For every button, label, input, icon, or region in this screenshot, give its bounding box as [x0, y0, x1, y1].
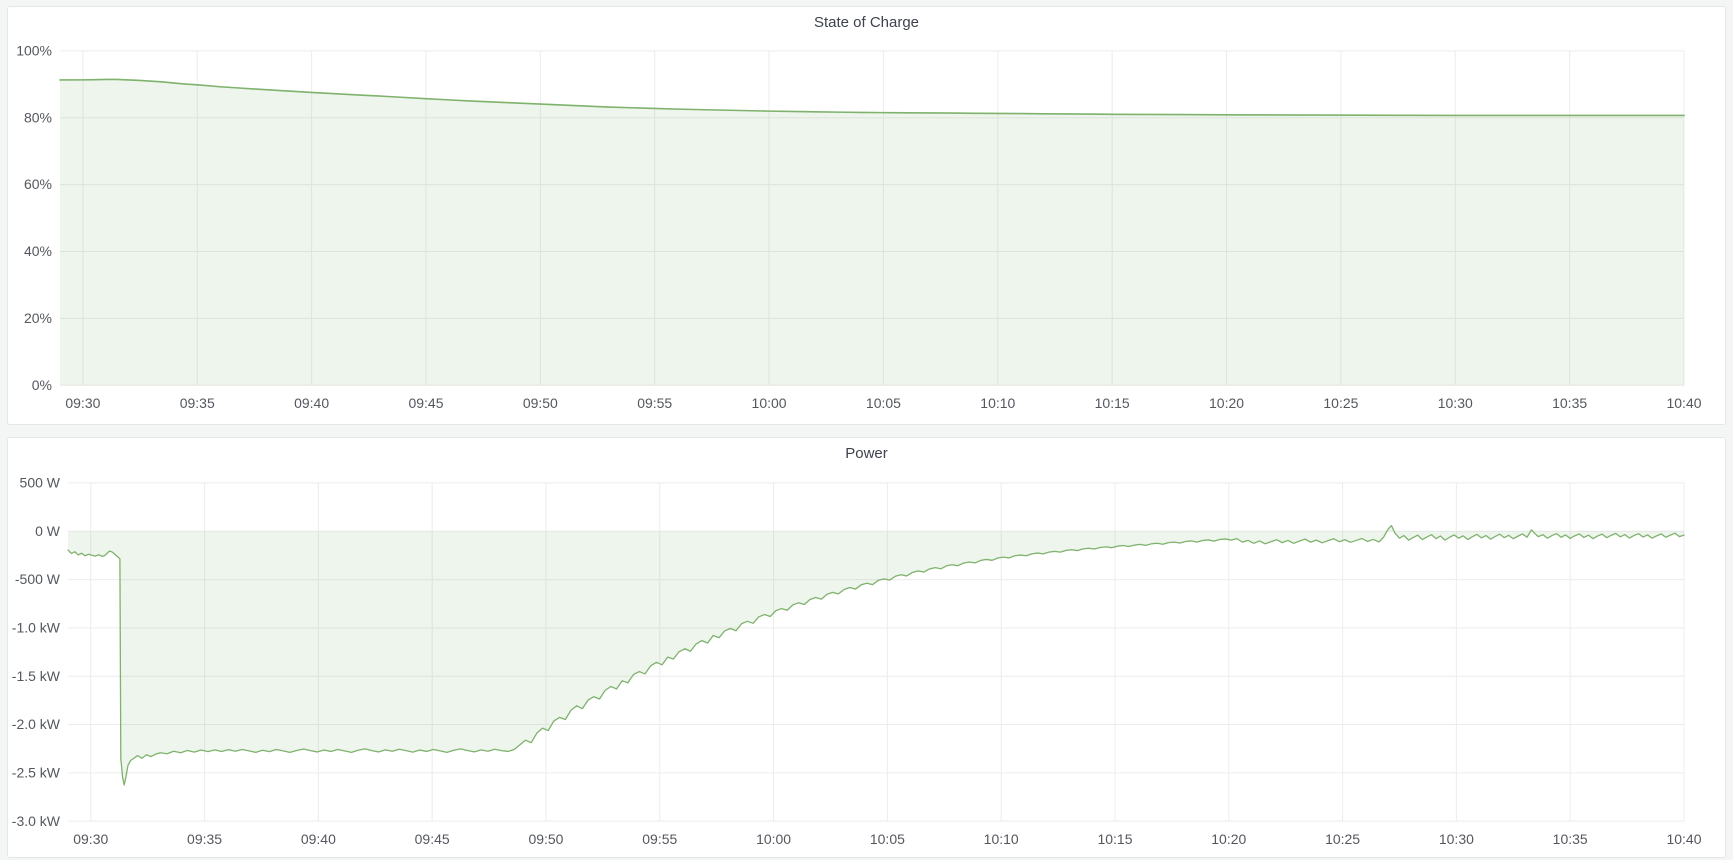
svg-text:09:30: 09:30: [65, 395, 100, 411]
svg-text:0 W: 0 W: [35, 523, 61, 539]
svg-text:-500 W: -500 W: [15, 571, 61, 587]
svg-text:10:00: 10:00: [756, 831, 791, 847]
svg-text:60%: 60%: [24, 176, 52, 192]
series-area: [60, 79, 1684, 386]
svg-text:10:15: 10:15: [1095, 395, 1130, 411]
svg-text:-3.0 kW: -3.0 kW: [12, 813, 61, 829]
svg-text:-2.0 kW: -2.0 kW: [12, 716, 61, 732]
svg-text:10:35: 10:35: [1553, 831, 1588, 847]
y-axis-labels: 500 W 0 W -500 W -1.0 kW -1.5 kW -2.0 kW -2.5 …: [12, 475, 61, 829]
svg-text:10:00: 10:00: [752, 395, 787, 411]
gridlines: [68, 482, 1685, 822]
panel-state-of-charge: State of Charge 100% 80% 60% 40% 20% 0% 09:30 0…: [7, 6, 1726, 425]
svg-text:10:35: 10:35: [1552, 395, 1587, 411]
svg-text:09:50: 09:50: [523, 395, 558, 411]
svg-text:10:20: 10:20: [1211, 831, 1246, 847]
power-chart[interactable]: 500 W 0 W -500 W -1.0 kW -1.5 kW -2.0 kW -2.5 …: [8, 468, 1725, 857]
panel-title-state-of-charge[interactable]: State of Charge: [813, 13, 920, 31]
svg-text:09:50: 09:50: [528, 831, 563, 847]
svg-text:-1.5 kW: -1.5 kW: [12, 668, 61, 684]
svg-text:20%: 20%: [24, 310, 52, 326]
svg-text:40%: 40%: [24, 243, 52, 259]
svg-text:10:10: 10:10: [980, 395, 1015, 411]
svg-text:100%: 100%: [16, 43, 52, 59]
svg-text:10:40: 10:40: [1666, 831, 1701, 847]
svg-text:10:05: 10:05: [866, 395, 901, 411]
svg-text:10:40: 10:40: [1666, 395, 1701, 411]
series-area: [68, 525, 1684, 785]
svg-text:10:25: 10:25: [1325, 831, 1360, 847]
svg-text:10:05: 10:05: [870, 831, 905, 847]
svg-text:09:40: 09:40: [301, 831, 336, 847]
svg-text:10:30: 10:30: [1438, 395, 1473, 411]
svg-text:10:15: 10:15: [1097, 831, 1132, 847]
panel-title-power[interactable]: Power: [845, 444, 888, 462]
x-axis-labels: 09:30 09:35 09:40 09:45 09:50 09:55 10:00 10:05…: [65, 395, 1701, 411]
series-line: [67, 524, 1685, 786]
svg-text:10:25: 10:25: [1323, 395, 1358, 411]
svg-text:09:35: 09:35: [187, 831, 222, 847]
svg-text:10:10: 10:10: [984, 831, 1019, 847]
series-line: [59, 78, 1685, 117]
svg-text:09:45: 09:45: [415, 831, 450, 847]
svg-text:80%: 80%: [24, 109, 52, 125]
svg-text:10:30: 10:30: [1439, 831, 1474, 847]
svg-text:10:20: 10:20: [1209, 395, 1244, 411]
svg-text:09:55: 09:55: [637, 395, 672, 411]
svg-text:0%: 0%: [32, 377, 52, 393]
y-axis-labels: 100% 80% 60% 40% 20% 0%: [16, 43, 52, 393]
svg-text:09:35: 09:35: [180, 395, 215, 411]
svg-text:-2.5 kW: -2.5 kW: [12, 764, 61, 780]
x-axis-labels: 09:30 09:35 09:40 09:45 09:50 09:55 10:00 10:05…: [73, 831, 1701, 847]
svg-text:500 W: 500 W: [20, 475, 61, 491]
svg-text:09:45: 09:45: [408, 395, 443, 411]
svg-text:-1.0 kW: -1.0 kW: [12, 620, 61, 636]
svg-text:09:40: 09:40: [294, 395, 329, 411]
svg-text:09:30: 09:30: [73, 831, 108, 847]
panel-power: Power 500 W 0 W -500 W -1.0 kW -1.5 kW -2.0 k…: [7, 437, 1726, 858]
state-of-charge-chart[interactable]: 100%80%60%40%20%0%09:30 09:35 09:40 09:45 09…: [8, 37, 1725, 424]
svg-text:09:55: 09:55: [642, 831, 677, 847]
gridlines: [60, 50, 1685, 386]
